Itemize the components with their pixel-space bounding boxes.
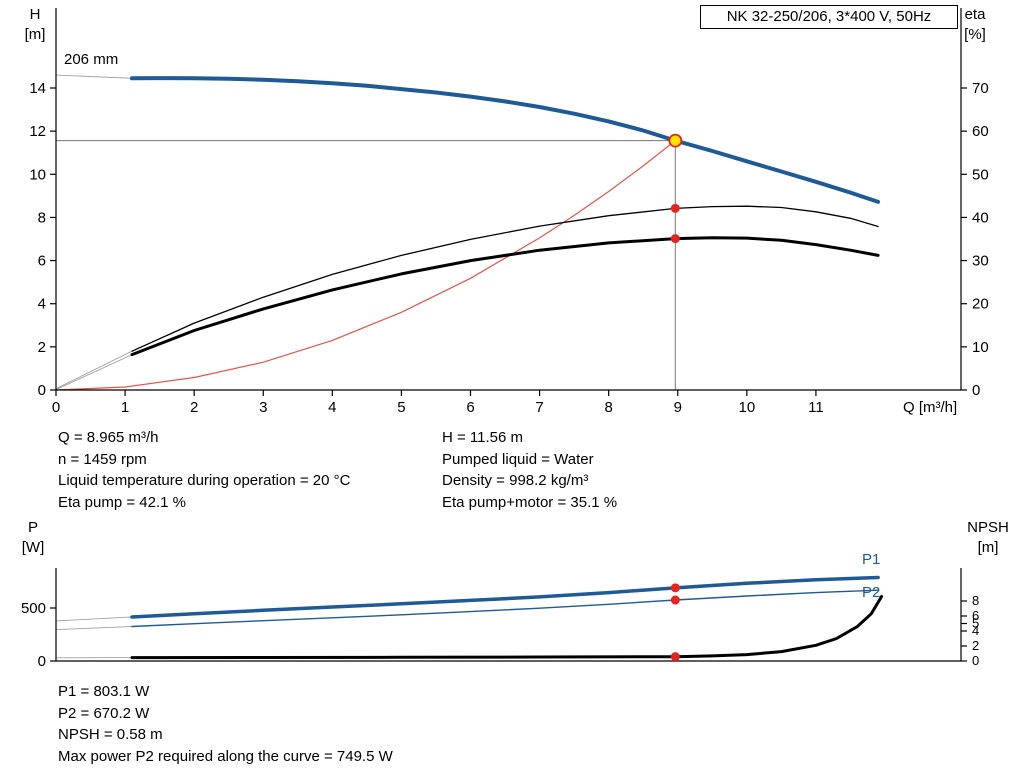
p1-point — [670, 583, 680, 593]
eta-axis-tick-label: 20 — [972, 296, 989, 313]
npsh-axis-title: NPSH — [967, 519, 1009, 536]
curve-connector — [55, 74, 133, 79]
eta-pump-point — [670, 203, 680, 213]
duty-point — [668, 133, 683, 148]
eta-axis-tick-label: 60 — [972, 123, 989, 140]
npsh-axis-tick-label: 4 — [972, 623, 979, 638]
h-axis-tick-label: 8 — [38, 209, 46, 226]
eta-axis-tick-label: 10 — [972, 339, 989, 356]
eta-axis-title: eta — [964, 6, 986, 23]
q-axis-tick-label: 2 — [190, 399, 198, 416]
q-axis-tick-label: 6 — [466, 399, 474, 416]
info-line: Q = 8.965 m³/h — [58, 429, 159, 446]
p-axis-unit: [W] — [21, 539, 45, 556]
eta-pump-motor-point — [670, 234, 680, 244]
q-axis-tick-label: 4 — [328, 399, 336, 416]
impeller-diameter-label: 206 mm — [64, 51, 119, 68]
eta-axis-unit: [%] — [964, 26, 986, 43]
result-line: P2 = 670.2 W — [58, 704, 150, 722]
results-block: P1 = 803.1 W P2 = 670.2 W NPSH = 0.58 m … — [58, 681, 393, 767]
p2-point — [670, 595, 680, 605]
eta-axis-tick-label: 70 — [972, 80, 989, 97]
curve-connector — [55, 354, 133, 391]
eta-pump-motor-curve — [130, 236, 880, 357]
q-axis-tick-label: 3 — [259, 399, 267, 416]
q-axis-tick-label: 9 — [674, 399, 682, 416]
h-axis-tick-label: 0 — [38, 382, 46, 399]
npsh-axis-tick-label: 8 — [972, 593, 979, 608]
p2-curve — [131, 589, 879, 628]
eta-pump-curve — [131, 205, 879, 352]
p-axis-tick-label: 0 — [38, 653, 46, 670]
q-axis-tick-label: 11 — [808, 399, 824, 416]
eta-axis-tick-label: 30 — [972, 253, 989, 270]
p-axis-tick-label: 500 — [21, 600, 46, 617]
h-axis-tick-label: 6 — [38, 253, 46, 270]
system-curve — [55, 140, 676, 391]
eta-axis-tick-label: 0 — [972, 382, 980, 399]
duty-info-right: H = 11.56 m Pumped liquid = Water Densit… — [442, 427, 617, 513]
h-axis-tick-label: 4 — [38, 296, 46, 313]
duty-point-guides — [56, 140, 676, 390]
pump-curve-206mm — [130, 76, 881, 204]
npsh-axis-unit: [m] — [977, 539, 999, 556]
h-axis-unit: [m] — [24, 26, 46, 43]
info-line: Eta pump+motor = 35.1 % — [442, 493, 618, 511]
q-axis-tick-label: 0 — [52, 399, 60, 416]
info-line: n = 1459 rpm — [58, 450, 147, 468]
curve-connector — [55, 626, 133, 631]
p2-curve-label: P2 — [862, 584, 881, 601]
npsh-axis-tick-label: 6 — [972, 608, 979, 623]
h-axis-tick-label: 2 — [38, 339, 46, 356]
q-axis-tick-label: 7 — [535, 399, 543, 416]
info-line: Pumped liquid = Water — [442, 450, 594, 468]
npsh-point — [670, 652, 680, 662]
p-axis-title: P — [27, 519, 38, 536]
eta-axis-tick-label: 40 — [972, 209, 989, 226]
h-axis-title: H — [29, 6, 41, 23]
p1-curve-label: P1 — [862, 551, 881, 568]
qh-chart-axes — [55, 8, 962, 391]
q-axis-tick-label: 1 — [121, 399, 129, 416]
h-axis-tick-label: 12 — [29, 123, 46, 140]
h-axis-tick-label: 14 — [29, 80, 46, 97]
eta-axis-tick-label: 50 — [972, 166, 989, 183]
power-chart-axes — [55, 568, 962, 662]
q-axis-tick-label: 5 — [397, 399, 405, 416]
curve-connector — [55, 350, 133, 390]
result-line: Max power P2 required along the curve = … — [58, 747, 393, 765]
result-line: NPSH = 0.58 m — [58, 726, 163, 744]
pump-title-box: NK 32-250/206, 3*400 V, 50Hz — [700, 5, 958, 29]
npsh-axis-tick-label: 5 — [972, 616, 979, 631]
npsh-axis-tick-label: 0 — [972, 653, 979, 668]
q-axis-tick-label: 8 — [604, 399, 612, 416]
info-line: Eta pump = 42.1 % — [58, 493, 186, 511]
curve-connector — [55, 616, 133, 622]
npsh-curve — [130, 595, 884, 660]
h-axis-tick-label: 10 — [29, 166, 46, 183]
q-axis-tick-label: 10 — [738, 399, 755, 416]
npsh-axis-tick-label: 2 — [972, 638, 979, 653]
info-line: Density = 998.2 kg/m³ — [442, 472, 589, 490]
result-line: P1 = 803.1 W — [58, 683, 150, 700]
info-line: Liquid temperature during operation = 20… — [58, 472, 351, 490]
p1-curve — [130, 575, 880, 619]
duty-info-left: Q = 8.965 m³/h n = 1459 rpm Liquid tempe… — [58, 427, 350, 513]
info-line: H = 11.56 m — [442, 429, 524, 446]
q-axis-title: Q [m³/h] — [903, 399, 958, 416]
